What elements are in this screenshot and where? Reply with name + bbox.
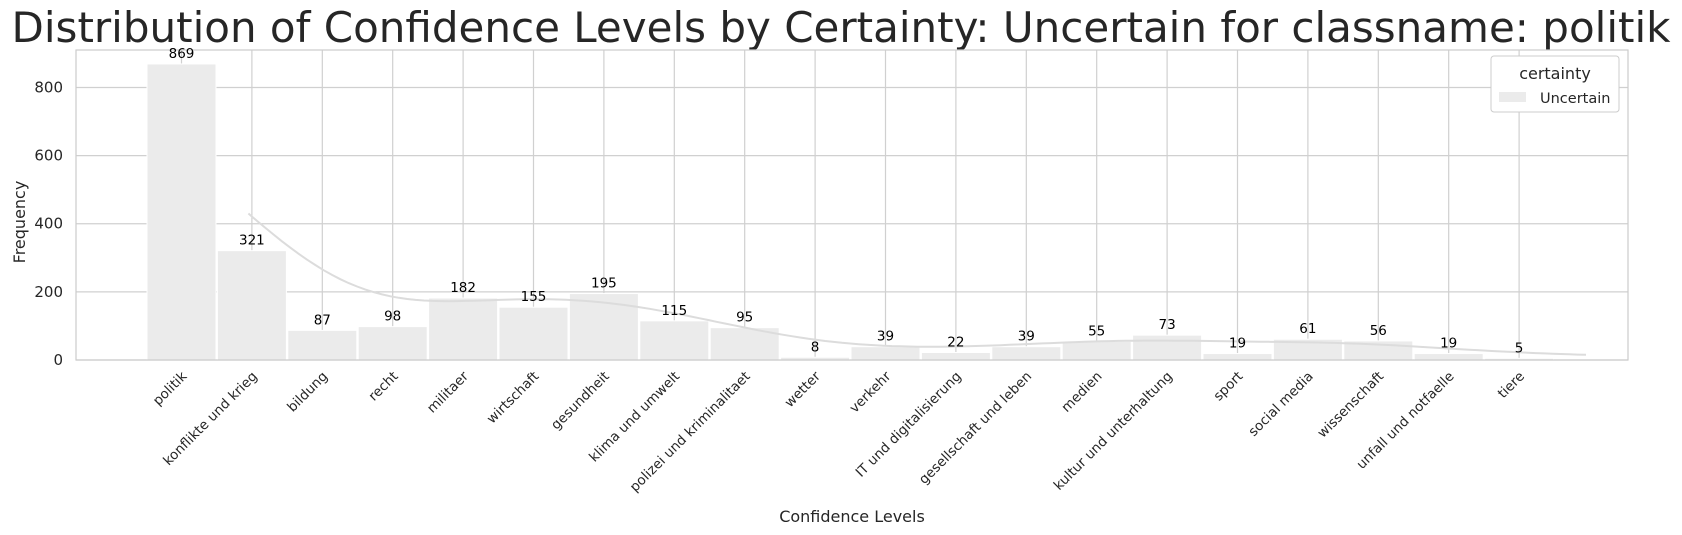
- x-tick-label: politik: [150, 368, 191, 409]
- bar: [1413, 353, 1484, 361]
- y-tick-label: 200: [34, 283, 63, 301]
- data-label: 8: [811, 339, 820, 355]
- data-label: 869: [169, 46, 195, 62]
- x-tick-label: gesellschaft und leben: [916, 369, 1035, 488]
- y-tick-label: 0: [53, 351, 63, 369]
- data-label: 39: [877, 329, 894, 345]
- data-label: 115: [661, 303, 687, 319]
- legend-swatch: [1499, 92, 1526, 102]
- x-tick-label: polizei und kriminalitaet: [627, 369, 754, 496]
- data-label: 39: [1018, 329, 1035, 345]
- x-tick-label: sport: [1210, 369, 1246, 405]
- x-tick-label: wissenschaft: [1314, 369, 1387, 442]
- data-label: 95: [736, 310, 753, 326]
- data-label: 22: [947, 335, 964, 351]
- bar: [498, 306, 569, 361]
- bar: [639, 320, 710, 361]
- bar: [920, 352, 991, 361]
- data-label: 195: [591, 276, 617, 292]
- y-tick-labels: 0 200 400 600 800: [34, 78, 63, 369]
- x-tick-label: social media: [1245, 369, 1316, 440]
- bar: [216, 250, 287, 361]
- plot-frame: [75, 49, 1629, 361]
- bars: [146, 63, 1555, 361]
- data-label: 98: [384, 309, 401, 325]
- x-tick-label: verkehr: [847, 368, 895, 416]
- bar: [1132, 334, 1203, 361]
- kde-line: [247, 212, 1587, 356]
- x-tick-label: recht: [366, 369, 402, 405]
- x-tick-label: medien: [1058, 369, 1105, 416]
- bar: [850, 346, 921, 361]
- chart-title: Distribution of Confidence Levels by Cer…: [12, 3, 1672, 52]
- x-tick-label: militaer: [424, 368, 472, 416]
- bar: [1202, 353, 1273, 361]
- bar: [1061, 340, 1132, 361]
- data-label: 5: [1515, 340, 1524, 356]
- data-label: 73: [1159, 317, 1176, 333]
- x-tick-label: kultur und unterhaltung: [1051, 369, 1176, 494]
- data-label: 55: [1088, 323, 1105, 339]
- x-tick-label: gesundheit: [548, 369, 613, 434]
- y-tick-label: 600: [34, 147, 63, 165]
- bar: [146, 63, 217, 361]
- y-axis-label: Frequency: [10, 181, 29, 264]
- y-tick-label: 400: [34, 215, 63, 233]
- y-tick-label: 800: [34, 78, 63, 96]
- grid: [76, 50, 1628, 361]
- data-label: 19: [1440, 336, 1457, 352]
- bar: [991, 346, 1062, 361]
- bar: [357, 326, 428, 361]
- data-label: 56: [1370, 323, 1387, 339]
- legend-entry-uncertain: Uncertain: [1540, 91, 1610, 107]
- data-label: 19: [1229, 336, 1246, 352]
- legend-title: certainty: [1519, 64, 1591, 83]
- x-tick-label: wetter: [782, 368, 825, 411]
- data-label: 155: [521, 289, 547, 305]
- x-tick-label: tiere: [1495, 369, 1528, 402]
- data-label: 182: [450, 280, 476, 296]
- bar: [428, 297, 499, 361]
- x-tick-label: bildung: [284, 369, 331, 416]
- bar: [287, 329, 358, 361]
- data-label: 87: [314, 312, 331, 328]
- legend: certainty Uncertain: [1490, 55, 1620, 113]
- data-label: 321: [239, 233, 265, 249]
- data-label: 61: [1299, 321, 1316, 337]
- x-tick-label: wirtschaft: [484, 369, 543, 428]
- x-axis-label: Confidence Levels: [779, 507, 925, 526]
